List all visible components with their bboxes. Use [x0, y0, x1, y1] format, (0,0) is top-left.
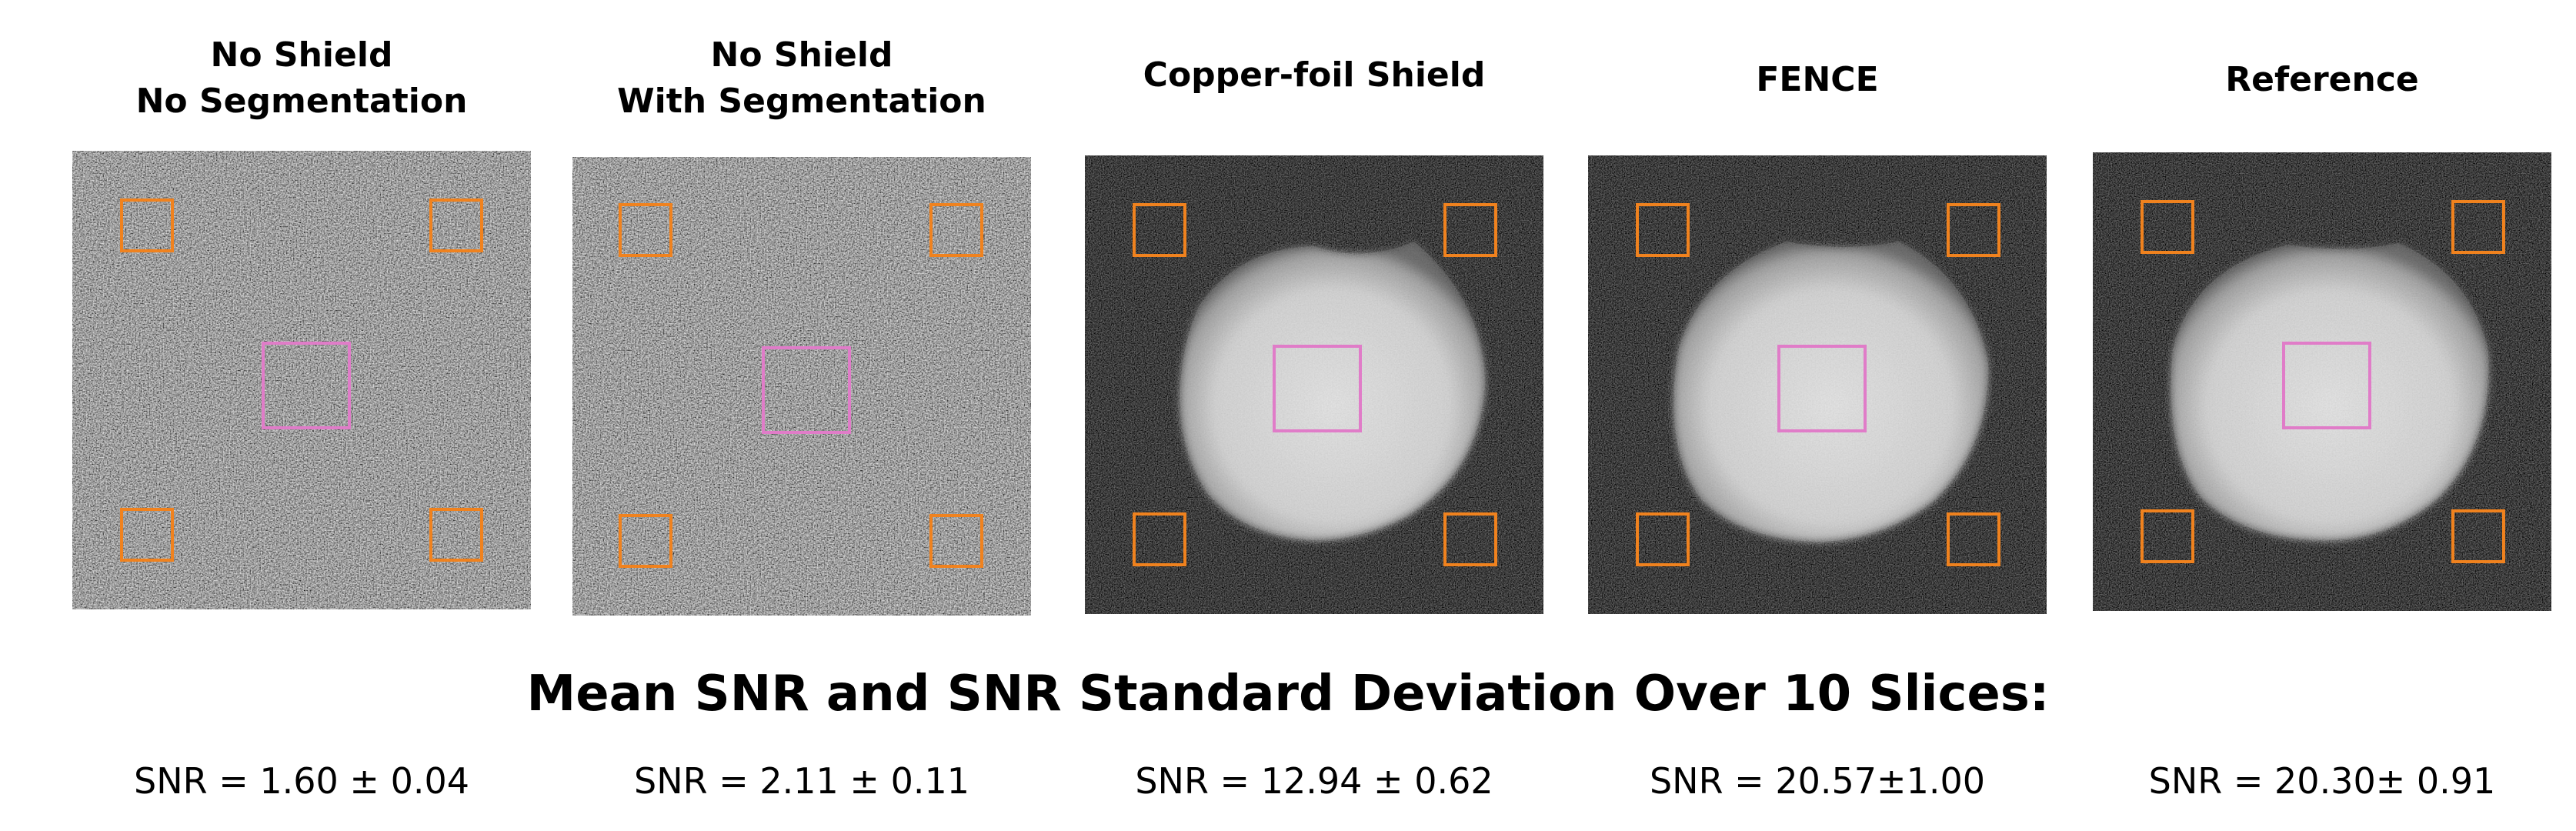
- noise-roi-bottom-right: [2451, 509, 2505, 563]
- mri-image-phantom: [2093, 152, 2551, 611]
- signal-roi: [262, 342, 351, 429]
- panel-title: No Shield No Segmentation: [72, 32, 531, 125]
- noise-roi-bottom-left: [1133, 512, 1186, 566]
- signal-roi: [762, 346, 851, 434]
- panel-title-line-2: With Segmentation: [617, 82, 986, 121]
- signal-roi: [1777, 345, 1867, 432]
- panel-title-line-1: Reference: [2225, 60, 2419, 99]
- panel-title-line-1: FENCE: [1756, 60, 1879, 99]
- noise-roi-top-right: [2451, 200, 2505, 254]
- mri-image-noise: [72, 151, 531, 609]
- panel-title-line-1: Copper-foil Shield: [1143, 55, 1486, 95]
- noise-roi-bottom-right: [1947, 512, 2000, 566]
- noise-roi-top-left: [1133, 203, 1186, 257]
- signal-roi: [2282, 342, 2371, 429]
- panel-title: No Shield With Segmentation: [572, 32, 1031, 125]
- noise-roi-top-left: [2141, 200, 2194, 254]
- panel-title: FENCE: [1588, 57, 2047, 103]
- noise-roi-bottom-left: [1636, 512, 1690, 566]
- panel-title-line-2: No Segmentation: [135, 82, 468, 121]
- snr-value-fence: SNR = 20.57±1.00: [1649, 760, 1985, 802]
- noise-roi-bottom-right: [1443, 512, 1497, 566]
- noise-roi-top-right: [1443, 203, 1497, 257]
- snr-value-no-shield-with-segmentation: SNR = 2.11 ± 0.11: [634, 760, 969, 802]
- panel-title: Reference: [2093, 57, 2551, 103]
- snr-section-title: Mean SNR and SNR Standard Deviation Over…: [526, 666, 2050, 723]
- noise-roi-top-left: [120, 199, 174, 252]
- panel-title-line-1: No Shield: [210, 35, 393, 75]
- signal-roi: [1273, 345, 1362, 432]
- noise-roi-bottom-left: [619, 514, 672, 568]
- mri-image-phantom: [1588, 155, 2047, 614]
- noise-roi-bottom-left: [2141, 509, 2194, 563]
- mri-image-noise: [572, 157, 1031, 616]
- noise-roi-top-left: [619, 203, 672, 257]
- noise-roi-bottom-right: [429, 508, 483, 562]
- mri-image-phantom: [1085, 155, 1543, 614]
- panel-title-line-1: No Shield: [710, 35, 893, 75]
- snr-value-no-shield-no-segmentation: SNR = 1.60 ± 0.04: [134, 760, 469, 802]
- panel-title: Copper-foil Shield: [1085, 52, 1543, 98]
- snr-value-copper-foil-shield: SNR = 12.94 ± 0.62: [1135, 760, 1493, 802]
- noise-roi-bottom-right: [929, 514, 983, 568]
- noise-roi-top-right: [1947, 203, 2000, 257]
- noise-roi-top-right: [929, 203, 983, 257]
- noise-roi-top-right: [429, 199, 483, 252]
- snr-value-reference: SNR = 20.30± 0.91: [2148, 760, 2496, 802]
- noise-roi-top-left: [1636, 203, 1690, 257]
- noise-roi-bottom-left: [120, 508, 174, 562]
